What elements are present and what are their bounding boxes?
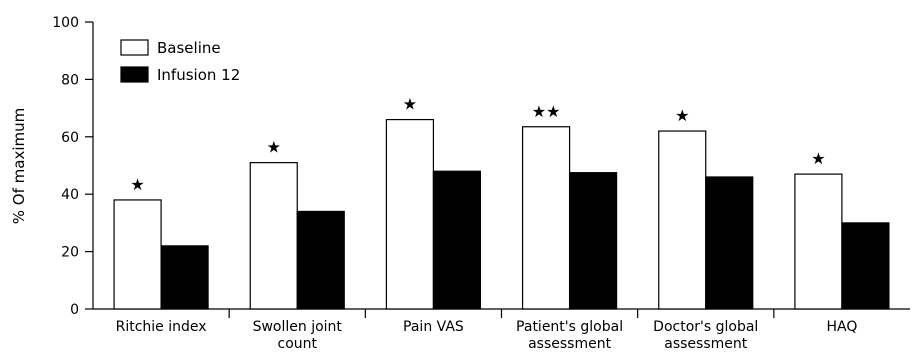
significance-star: ★ bbox=[130, 175, 144, 194]
x-category-label: Swollen joint count bbox=[253, 319, 343, 352]
y-axis-label: % Of maximum bbox=[10, 108, 28, 224]
bar-infusion-12 bbox=[432, 170, 482, 310]
x-category-label: HAQ bbox=[826, 319, 857, 335]
significance-star: ★ bbox=[267, 138, 281, 157]
x-axis-labels: Ritchie index Swollen joint count Pain VAS P… bbox=[116, 319, 858, 352]
bar-infusion-12 bbox=[705, 176, 754, 310]
bar-baseline bbox=[794, 173, 843, 310]
y-tick-label: 60 bbox=[61, 130, 79, 146]
bar-baseline bbox=[521, 126, 571, 310]
bar-baseline bbox=[249, 162, 298, 310]
axes: 0 20 40 60 80 100 bbox=[52, 15, 910, 318]
bar-baseline bbox=[113, 199, 162, 310]
bar-infusion-12 bbox=[296, 210, 345, 310]
x-category-label: Patient's global assessment bbox=[516, 319, 623, 352]
y-tick-label: 100 bbox=[52, 15, 79, 31]
significance-markers: ★★★ ★★ ★★ bbox=[130, 95, 825, 194]
y-tick-label: 20 bbox=[61, 245, 79, 261]
significance-star: ★ bbox=[675, 106, 689, 125]
bars bbox=[113, 118, 890, 310]
bar-infusion-12 bbox=[841, 222, 890, 310]
significance-star: ★★ bbox=[532, 102, 561, 121]
legend-label-infusion-12: Infusion 12 bbox=[157, 66, 240, 84]
y-tick-label: 40 bbox=[61, 187, 79, 203]
bar-baseline bbox=[385, 118, 435, 310]
significance-star: ★ bbox=[811, 149, 825, 168]
significance-star: ★ bbox=[403, 95, 417, 114]
bar-infusion-12 bbox=[568, 172, 618, 310]
y-tick-label: 80 bbox=[61, 72, 79, 88]
legend-swatch-infusion-12 bbox=[120, 66, 149, 83]
legend: Baseline Infusion 12 bbox=[120, 39, 240, 84]
legend-swatch-baseline bbox=[120, 39, 149, 56]
legend-label-baseline: Baseline bbox=[157, 39, 221, 57]
x-category-label: Doctor's global assessment bbox=[653, 319, 758, 352]
x-category-label: Ritchie index bbox=[116, 319, 207, 335]
x-category-label: Pain VAS bbox=[403, 319, 464, 335]
bar-baseline bbox=[658, 130, 707, 310]
bar-infusion-12 bbox=[160, 245, 209, 310]
y-tick-label: 0 bbox=[70, 302, 79, 318]
